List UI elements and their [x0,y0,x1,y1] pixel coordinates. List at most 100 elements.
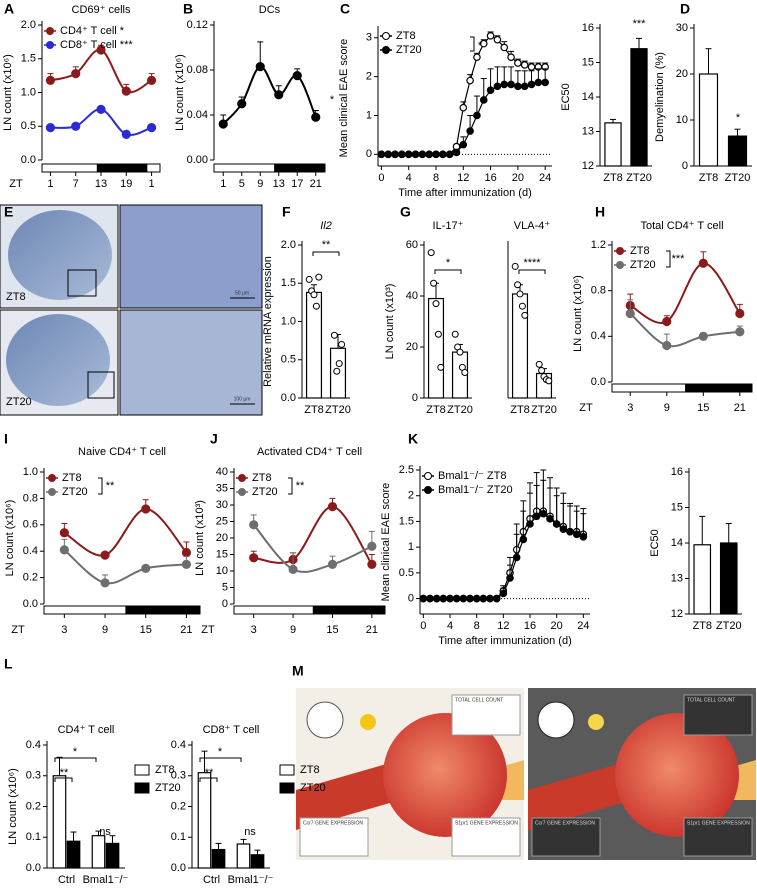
y-axis-label: LN count (x10⁶) [174,54,186,131]
data-point [292,71,302,81]
data-point [451,330,459,338]
x-axis-label: ZT [579,402,593,414]
data-point [411,150,420,159]
y-tick-label: 0.2 [171,800,186,812]
series-line [629,262,741,324]
legend-label: ZT20 [300,782,326,794]
x-tick-label: 24 [577,620,589,632]
y-tick-label: 0.8 [591,285,606,297]
y-tick-label: 10 [216,565,228,577]
annotation: * [330,94,335,106]
data-point [367,541,377,551]
annotation: * [73,746,78,758]
y-tick-label: 14 [671,537,683,549]
data-point [255,62,265,72]
data-point [452,594,461,603]
inset-label: TOTAL CELL COUNT [687,697,735,703]
data-point [514,82,522,91]
significance-bracket [54,777,73,782]
y-tick-label: 0.4 [171,739,186,751]
y-axis-label: LN count (x10³) [384,284,396,360]
legend-marker [48,474,56,482]
chart-title: Naive CD4⁺ T cell [78,446,166,458]
x-tick-label: ZT20 [716,620,742,632]
x-axis-label: ZT [9,178,23,190]
y-tick-label: 12 [582,160,594,172]
scale-bar-label: 100 µm [234,396,251,402]
data-point [121,86,131,96]
x-tick-label: 21 [734,402,746,414]
y-tick-label: 0.1 [171,831,186,843]
panel-letter: J [210,431,218,447]
y-tick-label: 0.12 [187,19,208,31]
bar [693,544,712,615]
data-point [384,150,393,159]
data-point [461,369,469,376]
data-point [310,291,318,299]
bar [52,775,67,869]
significance-bracket [98,477,103,495]
dark-phase [312,606,385,614]
data-point [45,122,56,133]
data-point [466,127,474,135]
data-point [735,308,745,319]
image-label: ZT20 [6,396,32,408]
series-line [629,312,740,348]
inset-label: S1pr1 GENE EXPRESSION [455,820,518,826]
bar [511,293,529,399]
x-tick-label: ZT20 [626,172,652,184]
legend-marker [382,46,390,54]
data-point [492,594,501,603]
data-point [305,275,313,283]
x-tick-label: 4 [447,620,453,632]
data-point [430,279,438,287]
data-point [398,150,406,159]
data-point [146,75,157,85]
data-point [520,61,529,69]
data-point [735,327,745,337]
data-point [572,530,581,539]
y-tick-label: 1.0 [21,86,36,98]
y-tick-label: 25 [216,515,228,527]
x-tick-label: 20 [512,172,524,184]
data-point [427,249,435,257]
data-point [249,553,259,563]
x-tick-label: 5 [239,178,245,190]
data-point [466,76,474,85]
data-point [486,86,495,95]
y-axis-label: EC50 [649,529,661,557]
data-point [466,594,474,603]
bar [698,73,719,167]
y-tick-label: 0.3 [171,770,186,782]
illustration [296,688,756,860]
annotation: ns [244,826,256,838]
x-tick-label: 8 [433,172,439,184]
y-tick-label: 0.0 [21,154,36,166]
legend-label: Bmal1⁻/⁻ ZT8 [438,470,506,482]
bar [250,854,265,869]
panel-letter: B [183,1,193,17]
x-axis-label: ZT [201,624,215,636]
data-point [519,535,528,544]
bar [66,840,81,869]
y-tick-label: 1.2 [591,239,606,251]
bar [91,835,106,869]
y-tick-label: 2.0 [21,19,36,31]
y-tick-label: 0.08 [187,64,208,76]
x-tick-label: Bmal1⁻/⁻ [83,874,129,886]
x-tick-label: ZT20 [531,404,557,416]
bar [236,843,251,869]
dark-phase [96,164,148,172]
chart-title: VLA-4⁺ [514,220,551,232]
x-tick-label: Bmal1⁻/⁻ [228,874,274,886]
annotation: ** [296,480,305,492]
y-tick-label: 0.4 [26,739,41,751]
panel-letter: I [4,431,8,447]
data-point [432,300,440,308]
y-tick-label: 1 [366,109,372,121]
y-tick-label: 1 [408,541,414,553]
bar [604,122,622,167]
panel-letter: K [408,431,418,447]
annotation: * [736,112,741,124]
dark-phase [274,164,325,172]
